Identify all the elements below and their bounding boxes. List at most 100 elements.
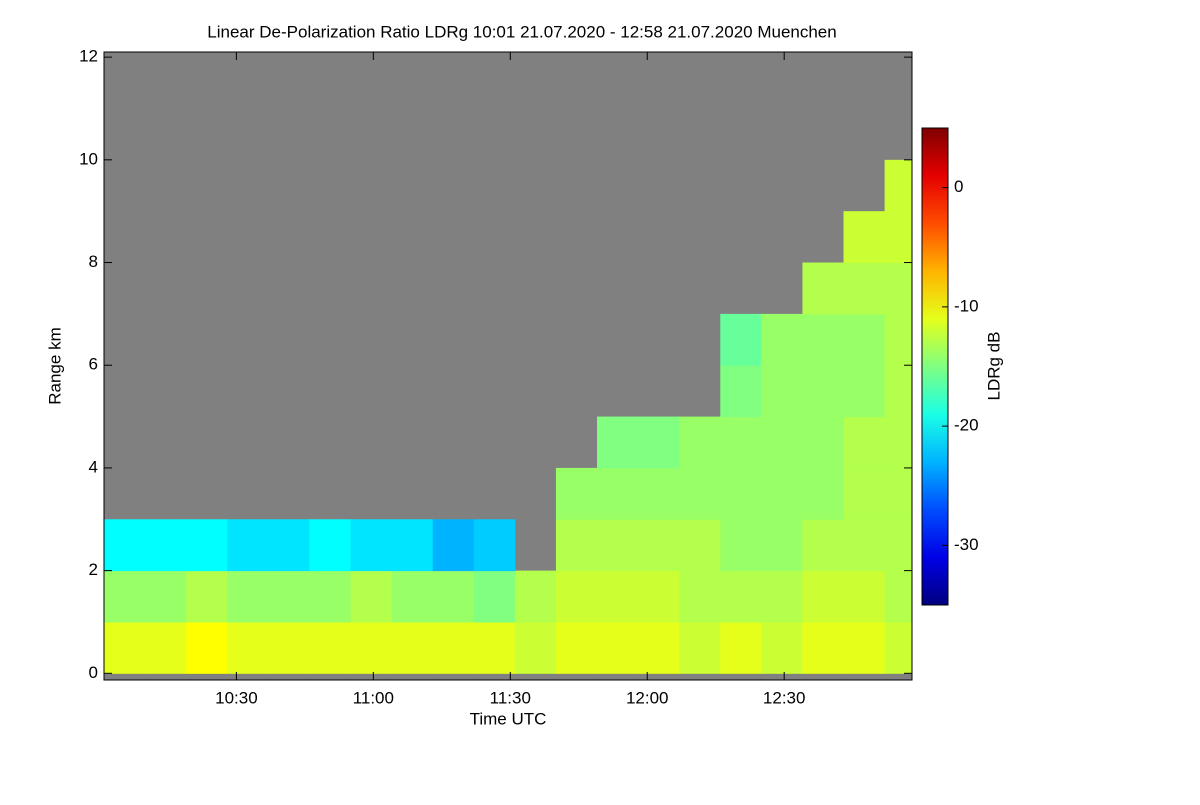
heat-cell — [884, 262, 913, 315]
y-tick-label: 2 — [89, 560, 98, 579]
heat-cell — [391, 519, 434, 572]
heat-cell — [843, 570, 886, 623]
heat-cell — [514, 570, 557, 623]
heat-cell — [432, 621, 475, 674]
heat-cell — [720, 365, 762, 418]
heat-cell — [350, 570, 393, 623]
heat-cell — [679, 467, 721, 520]
heat-cell — [802, 467, 845, 520]
heat-cell — [638, 570, 680, 623]
heat-cell — [145, 570, 187, 623]
colorbar-tick-label: -20 — [954, 416, 979, 435]
colorbar-tick-label: 0 — [954, 177, 963, 196]
heat-cell — [597, 621, 639, 674]
y-tick-label: 4 — [89, 457, 98, 476]
colorbar-label: LDRg dB — [984, 332, 1003, 401]
heat-cell — [391, 621, 434, 674]
x-tick-label: 10:30 — [215, 688, 258, 707]
heat-cell — [884, 211, 913, 264]
heat-cell — [843, 519, 886, 572]
heat-cell — [186, 621, 228, 674]
heat-cell — [802, 262, 845, 315]
heat-cell — [679, 519, 721, 572]
heat-cell — [555, 519, 598, 572]
heat-cell — [597, 467, 639, 520]
chart-title: Linear De-Polarization Ratio LDRg 10:01 … — [207, 22, 836, 41]
heat-cell — [884, 365, 913, 418]
heat-cell — [473, 621, 516, 674]
heat-cell — [802, 570, 845, 623]
heat-cell — [802, 365, 845, 418]
x-tick-label: 12:00 — [626, 688, 669, 707]
heat-cell — [145, 621, 187, 674]
colorbar-tick-label: -30 — [954, 535, 979, 554]
heat-cell — [720, 313, 762, 366]
heat-cell — [761, 313, 803, 366]
heat-cell — [268, 621, 310, 674]
heat-cell — [802, 519, 845, 572]
heat-cell — [473, 570, 516, 623]
heat-cell — [104, 519, 146, 572]
plot-frame — [103, 51, 913, 681]
heat-cell — [145, 519, 187, 572]
heat-cell — [638, 416, 680, 469]
x-tick-label: 11:00 — [353, 688, 394, 707]
heat-cell — [761, 570, 803, 623]
heat-cell — [802, 621, 845, 674]
y-tick-label: 10 — [79, 149, 98, 168]
heat-cell — [309, 621, 352, 674]
heat-cell — [104, 621, 146, 674]
y-tick-label: 0 — [89, 663, 98, 682]
heat-cell — [227, 621, 269, 674]
heat-cell — [679, 416, 721, 469]
y-axis-label: Range km — [45, 327, 64, 404]
heat-cell — [104, 570, 146, 623]
heat-cell — [597, 570, 639, 623]
heat-cell — [350, 519, 393, 572]
heat-cell — [761, 621, 803, 674]
heat-cell — [802, 416, 845, 469]
heat-cell — [227, 570, 269, 623]
heat-cell — [843, 313, 886, 366]
x-tick-label: 11:30 — [490, 688, 531, 707]
y-tick-label: 6 — [89, 355, 98, 374]
heat-cell — [884, 313, 913, 366]
heat-cell — [843, 262, 886, 315]
heat-cell — [843, 467, 886, 520]
heat-cell — [802, 313, 845, 366]
heat-cell — [268, 570, 310, 623]
heat-cell — [761, 467, 803, 520]
heat-cell — [638, 621, 680, 674]
heat-cell — [720, 467, 762, 520]
heat-cell — [843, 621, 886, 674]
heat-cell — [843, 416, 886, 469]
heat-cell — [391, 570, 434, 623]
colorbar — [921, 127, 949, 606]
heat-cell — [761, 519, 803, 572]
heat-cell — [597, 519, 639, 572]
heat-cell — [227, 519, 269, 572]
heat-cell — [679, 621, 721, 674]
heat-cell — [473, 519, 516, 572]
heat-cell — [884, 519, 913, 572]
heat-cell — [884, 467, 913, 520]
y-tick-label: 8 — [89, 252, 98, 271]
heat-cell — [720, 519, 762, 572]
heat-cell — [309, 570, 352, 623]
heat-cell — [761, 365, 803, 418]
x-axis-label: Time UTC — [470, 709, 547, 728]
heat-cell — [555, 621, 598, 674]
heat-cell — [186, 570, 228, 623]
heat-cell — [514, 621, 557, 674]
heat-cell — [597, 416, 639, 469]
heat-cell — [843, 365, 886, 418]
y-tick-label: 12 — [79, 47, 98, 66]
x-tick-label: 12:30 — [763, 688, 806, 707]
heat-cell — [555, 570, 598, 623]
heat-cell — [884, 416, 913, 469]
heat-cell — [268, 519, 310, 572]
heat-cell — [555, 467, 598, 520]
heat-cell — [884, 621, 913, 674]
heat-cell — [432, 519, 475, 572]
